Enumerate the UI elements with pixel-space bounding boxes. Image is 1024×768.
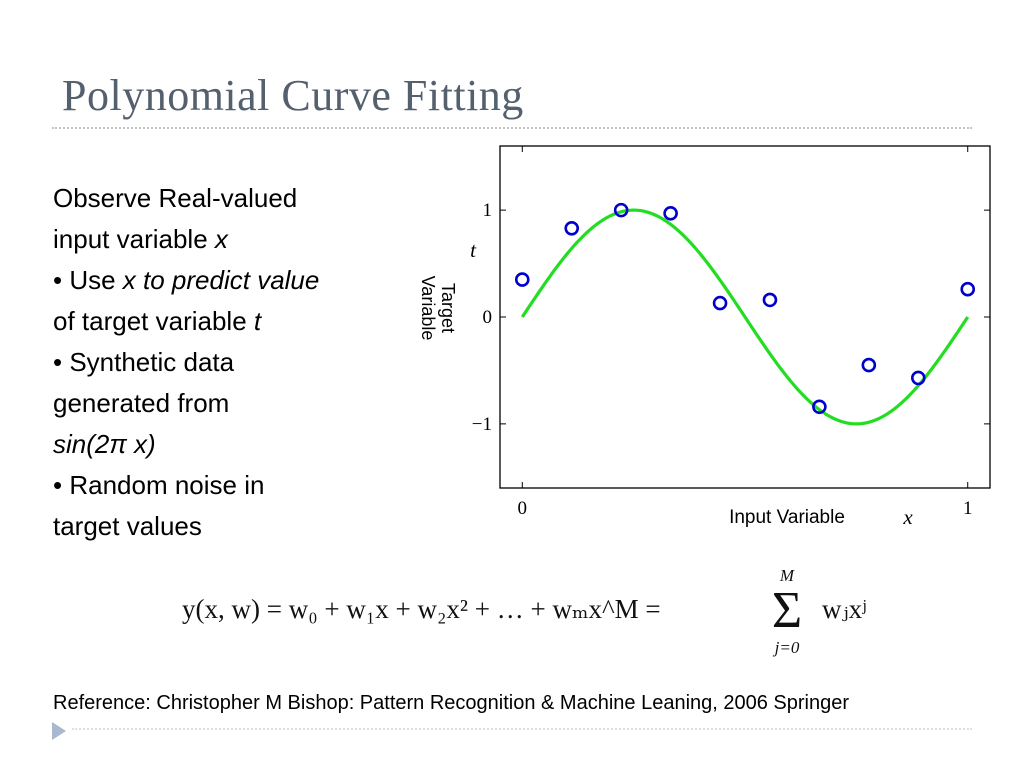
sigma-symbol: Σ (771, 582, 803, 639)
equation-main: y(x, w) = w₀ + w₁x + w₂x² + … + wₘx^M = (182, 594, 661, 624)
data-point (613, 202, 629, 218)
slide-title: Polynomial Curve Fitting (62, 71, 524, 120)
bullet-text-segment: t (253, 306, 262, 336)
next-slide-arrow-icon[interactable] (52, 722, 66, 740)
footer-divider (72, 728, 972, 730)
data-point (712, 295, 728, 311)
data-point (663, 206, 678, 221)
data-point (910, 370, 926, 386)
bullet-line: input variable x (53, 219, 373, 260)
y-axis-annotation-line: Target (438, 283, 458, 333)
data-point (861, 357, 877, 373)
bullet-text-segment: sin(2π x) (53, 429, 156, 459)
data-point (812, 399, 827, 415)
data-point (762, 292, 778, 308)
reference-text: Reference: Christopher M Bishop: Pattern… (53, 692, 850, 714)
bullet-line: generated from (53, 383, 373, 424)
x-tick-label: 1 (963, 498, 973, 519)
bullet-line: • Synthetic data (53, 342, 373, 383)
y-tick-label: 1 (483, 200, 493, 221)
bullet-text: Observe Real-valued input variable x • Use… (53, 178, 373, 547)
bullet-line: • Random noise in (53, 465, 373, 506)
y-tick-label: −1 (472, 414, 492, 435)
bullet-line: target values (53, 506, 373, 547)
bullet-text-segment: • Use (53, 265, 123, 295)
data-point (960, 281, 976, 297)
sum-lower-limit: j=0 (774, 638, 800, 657)
bullet-text-segment: x to predict value (122, 265, 320, 295)
bullet-text-segment: Observe Real-valued (53, 183, 298, 213)
bullet-text-segment: • Random noise in (53, 470, 265, 500)
x-tick-label: 0 (518, 498, 528, 519)
bullet-line: sin(2π x) (53, 424, 373, 465)
title-divider (52, 127, 972, 129)
data-point (514, 272, 530, 287)
sine-curve (520, 208, 970, 426)
sum-upper-limit: M (779, 566, 795, 585)
bullet-line: Observe Real-valued (53, 178, 373, 219)
equation-tail: wⱼxʲ (822, 594, 867, 624)
y-axis-annotation-line: Variable (418, 276, 438, 341)
x-axis-label: x (902, 505, 913, 529)
bullet-text-segment: input variable (53, 224, 215, 254)
data-point (564, 220, 580, 236)
summation: M Σ j=0 (757, 566, 817, 660)
polynomial-equation: y(x, w) = w₀ + w₁x + w₂x² + … + wₘx^M = … (182, 566, 882, 670)
bullet-text-segment: target values (53, 511, 202, 541)
bullet-line: • Use x to predict value (53, 260, 373, 301)
bullet-line: of target variable t (53, 301, 373, 342)
x-axis-annotation: Input Variable (729, 507, 845, 528)
bullet-text-segment: • Synthetic data (53, 347, 235, 377)
bullet-text-segment: of target variable (53, 306, 254, 336)
y-tick-label: 0 (483, 307, 493, 328)
y-axis-label: t (470, 238, 477, 262)
bullet-text-segment: x (214, 224, 228, 254)
bullet-text-segment: generated from (53, 388, 230, 418)
